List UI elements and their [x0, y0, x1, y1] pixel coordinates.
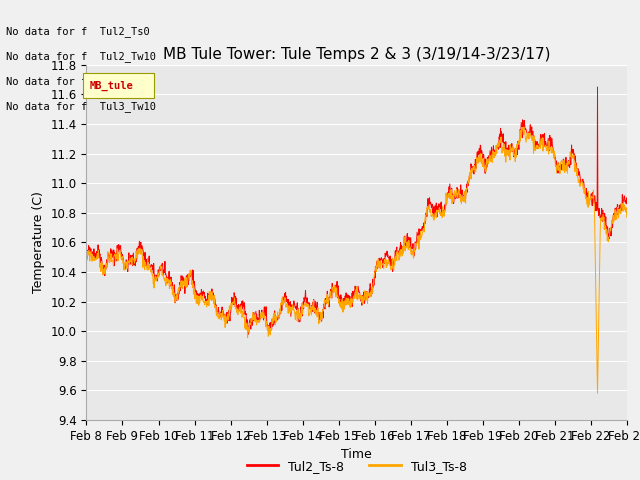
Text: No data for f  Tul2_Tw10: No data for f Tul2_Tw10	[6, 51, 156, 62]
Text: No data for f  Tul3_Ts0: No data for f Tul3_Ts0	[6, 76, 150, 87]
X-axis label: Time: Time	[341, 448, 372, 461]
Legend: Tul2_Ts-8, Tul3_Ts-8: Tul2_Ts-8, Tul3_Ts-8	[242, 455, 472, 478]
Text: No data for f  Tul3_Tw10: No data for f Tul3_Tw10	[6, 101, 156, 112]
Text: No data for f  Tul2_Ts0: No data for f Tul2_Ts0	[6, 26, 150, 37]
Text: MB_tule: MB_tule	[90, 81, 133, 91]
Y-axis label: Temperature (C): Temperature (C)	[32, 192, 45, 293]
Title: MB Tule Tower: Tule Temps 2 & 3 (3/19/14-3/23/17): MB Tule Tower: Tule Temps 2 & 3 (3/19/14…	[163, 47, 550, 62]
